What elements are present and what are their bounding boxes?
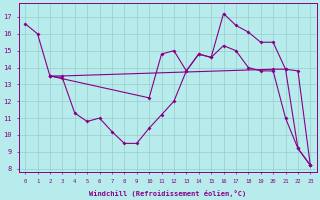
X-axis label: Windchill (Refroidissement éolien,°C): Windchill (Refroidissement éolien,°C)	[89, 190, 246, 197]
